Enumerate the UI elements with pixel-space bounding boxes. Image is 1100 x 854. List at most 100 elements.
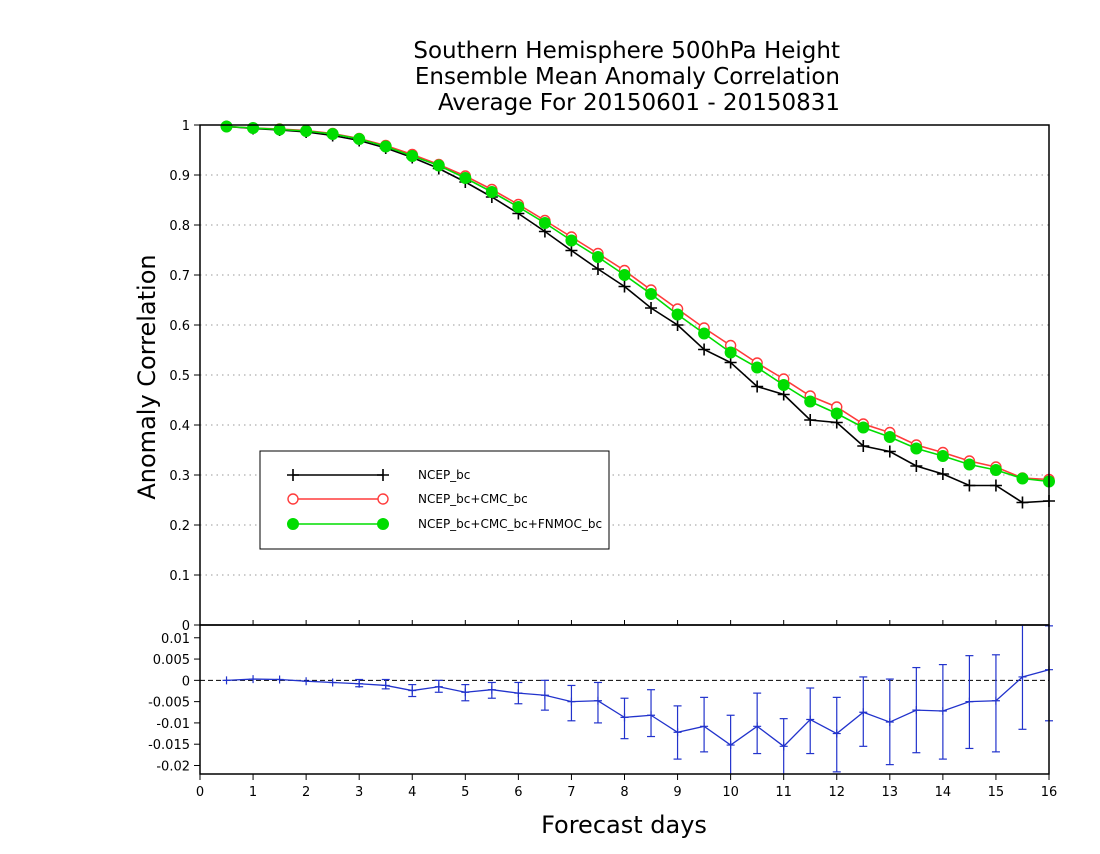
series-marker [989,479,1002,492]
upper-series-layer [220,120,1055,509]
series-marker [963,458,976,471]
upper-y-ticks: 0 0.1 0.2 0.3 0.4 0.5 0.6 0.7 0.8 0.9 1 [169,119,200,634]
legend-label: NCEP_bc+CMC_bc [418,492,528,506]
upper-y-tick-label: 0.6 [169,319,190,334]
lower-series-layer [200,625,1053,774]
chart-title-line-2: Ensemble Mean Anomaly Correlation [415,64,840,90]
series-marker [591,251,604,263]
upper-y-tick-label: 0.8 [169,219,190,234]
difference-marker [647,711,656,720]
difference-marker [1018,672,1027,681]
legend-label: NCEP_bc+CMC_bc+FNMOC_bc [418,517,602,531]
series-marker [883,431,896,443]
series-marker [910,460,923,472]
difference-marker [938,706,947,715]
legend-items: NCEP_bc NCEP_bc+CMC_bc NCEP_bc+CMC_bc+FNMO… [287,468,602,531]
series-marker [857,421,870,434]
series-marker [379,140,392,153]
lower-y-tick-label: 0.01 [161,632,190,647]
difference-marker [514,689,523,698]
difference-marker [806,715,815,724]
legend-marker [287,518,299,530]
difference-marker [461,688,470,697]
series-marker [247,122,260,134]
difference-marker [700,722,709,731]
series-NCEP_bc [220,120,1055,509]
x-tick-label: 5 [461,785,469,800]
difference-marker [779,742,788,751]
x-tick-label: 14 [935,785,952,800]
series-marker [1016,496,1029,509]
chart-title-line-3: Average For 20150601 - 20150831 [438,90,840,116]
series-marker [485,186,498,198]
series-marker [724,346,737,359]
series-marker [432,159,445,172]
series-marker [671,308,684,321]
series-marker [1016,472,1029,485]
difference-marker [965,697,974,706]
difference-marker [222,676,231,685]
x-tick-label: 7 [567,785,575,800]
series-marker [751,380,764,393]
series-marker [857,440,870,452]
series-marker [989,464,1002,476]
series-marker [936,450,949,462]
difference-marker [753,722,762,731]
legend-marker [287,493,299,505]
lower-y-tick-label: 0 [182,674,190,689]
series-marker [591,263,604,275]
legend-box [259,450,610,550]
series-marker [804,395,817,408]
upper-y-tick-label: 1 [182,119,190,134]
x-tick-label: 16 [1041,785,1058,800]
series-marker [220,120,233,133]
difference-marker [540,691,549,700]
legend-item: NCEP_bc+CMC_bc+FNMOC_bc [287,517,602,531]
difference-marker [726,741,735,750]
legend-label: NCEP_bc [418,468,470,482]
series-marker [565,244,578,257]
series-marker [459,172,472,184]
x-tick-label: 8 [620,785,628,800]
difference-marker [885,718,894,727]
upper-y-tick-label: 0.5 [169,369,190,384]
upper-y-tick-label: 0.9 [169,169,190,184]
x-tick-label: 9 [673,785,681,800]
y-axis-title: Anomaly Correlation [133,254,161,499]
series-line [226,125,1050,481]
series-marker [963,479,976,492]
series-marker [671,319,684,331]
difference-marker [355,679,364,688]
series-marker [406,150,419,162]
series-marker [698,327,711,340]
series-marker [777,379,790,391]
x-axis-title: Forecast days [541,811,707,839]
difference-marker [275,675,284,684]
x-tick-label: 15 [988,785,1005,800]
series-marker [910,442,923,455]
legend: NCEP_bc NCEP_bc+CMC_bc NCEP_bc+CMC_bc+FNMO… [259,450,610,550]
upper-y-tick-label: 0.2 [169,519,190,534]
upper-y-tick-label: 0.1 [169,569,190,584]
series-marker [751,361,764,374]
series-marker [565,234,578,247]
difference-marker [859,708,868,717]
series-marker [804,414,817,426]
x-tick-label: 0 [196,785,204,800]
legend-marker [377,469,389,481]
lower-y-tick-label: -0.005 [148,696,190,711]
series-marker [645,288,658,300]
difference-marker [408,686,417,695]
difference-line [226,669,1050,748]
x-tick-label: 11 [775,785,792,800]
difference-marker [249,675,258,684]
x-tick-label: 10 [722,785,739,800]
upper-y-tick-label: 0.3 [169,469,190,484]
lower-y-ticks: 0.01 0.005 0 -0.005 -0.01 -0.015 -0.02 [148,632,200,774]
legend-marker [377,493,389,505]
series-marker [645,302,658,314]
difference-marker [991,696,1000,705]
x-tick-label: 12 [828,785,845,800]
